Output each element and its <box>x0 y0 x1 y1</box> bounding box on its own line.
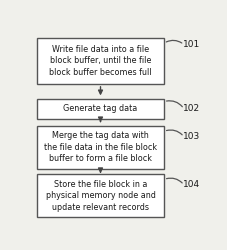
FancyArrowPatch shape <box>166 130 182 135</box>
Text: Store the file block in a
physical memory node and
update relevant records: Store the file block in a physical memor… <box>46 180 155 212</box>
Text: 103: 103 <box>183 132 201 141</box>
FancyArrowPatch shape <box>167 101 182 107</box>
FancyArrowPatch shape <box>166 178 182 183</box>
Bar <box>37 126 164 168</box>
Text: Merge the tag data with
the file data in the file block
buffer to form a file bl: Merge the tag data with the file data in… <box>44 132 157 164</box>
Bar <box>37 38 164 84</box>
Text: 102: 102 <box>183 104 200 114</box>
Bar <box>37 99 164 118</box>
Text: Generate tag data: Generate tag data <box>63 104 138 114</box>
Text: 104: 104 <box>183 180 200 190</box>
FancyArrowPatch shape <box>166 40 182 43</box>
Text: 101: 101 <box>183 40 201 49</box>
Bar <box>37 174 164 217</box>
Text: Write file data into a file
block buffer, until the file
block buffer becomes fu: Write file data into a file block buffer… <box>49 45 152 77</box>
